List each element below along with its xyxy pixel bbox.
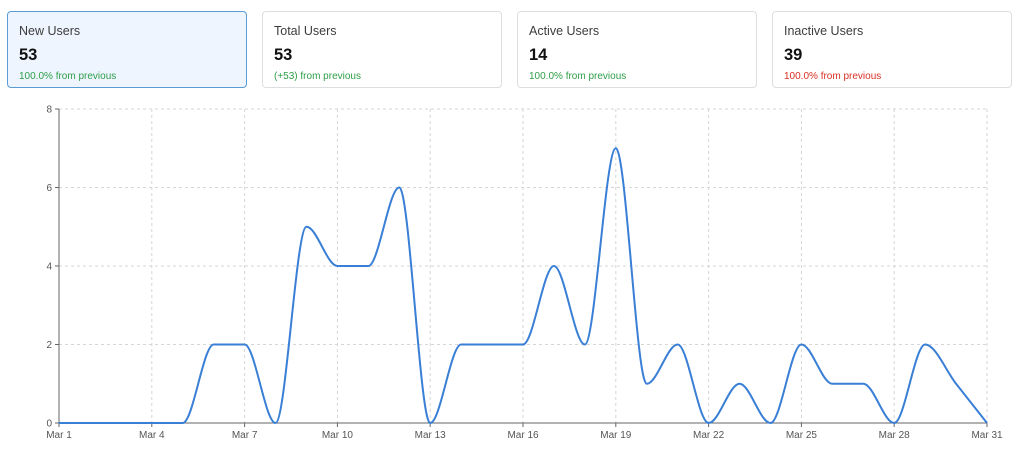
y-tick-label: 0 [46,419,52,430]
x-tick-label: Mar 19 [600,430,632,441]
users-line-chart: 0 2 4 6 8 Mar 1 Mar 4 Mar 7 Mar 10 Mar 13 Mar 16 Ma… [46,105,1003,442]
x-tick-label: Mar 4 [139,430,165,441]
x-tick-label: Mar 31 [971,430,1003,441]
stat-cards: New Users 53 100.0% from previous Total … [7,11,1013,90]
y-tick-label: 8 [46,105,52,116]
x-tick-label: Mar 1 [46,430,72,441]
y-tick-label: 6 [46,183,52,194]
series-line [59,147,988,424]
x-tick-label: Mar 10 [322,430,354,441]
card-value: 39 [784,46,803,64]
card-title: New Users [19,24,81,38]
y-tick-label: 2 [46,340,52,351]
card-value: 53 [274,46,293,64]
card-change: (+53) from previous [274,71,361,82]
card-title: Total Users [274,24,337,38]
card-change: 100.0% from previous [784,71,882,82]
x-tick-label: Mar 25 [786,430,818,441]
card-title: Active Users [529,24,600,38]
x-tick-label: Mar 16 [507,430,539,441]
card-total-users[interactable]: Total Users 53 (+53) from previous [262,11,502,88]
card-value: 53 [19,46,38,64]
card-change: 100.0% from previous [19,71,117,82]
x-tick-label: Mar 22 [693,430,725,441]
x-tick-label: Mar 13 [415,430,447,441]
card-value: 14 [529,46,548,64]
y-tick-label: 4 [46,262,52,273]
card-title: Inactive Users [784,24,864,38]
card-change: 100.0% from previous [529,71,627,82]
card-active-users[interactable]: Active Users 14 100.0% from previous [517,11,757,88]
x-tick-label: Mar 7 [232,430,258,441]
x-tick-label: Mar 28 [879,430,911,441]
card-new-users[interactable]: New Users 53 100.0% from previous [7,11,247,88]
card-inactive-users[interactable]: Inactive Users 39 100.0% from previous [772,11,1012,88]
